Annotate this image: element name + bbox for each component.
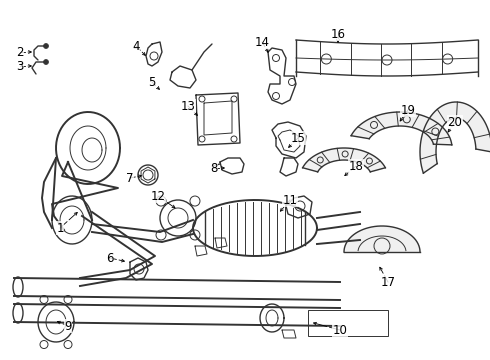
Text: 12: 12 [150, 189, 166, 202]
Text: 19: 19 [400, 104, 416, 117]
Text: 20: 20 [447, 116, 463, 129]
Text: 15: 15 [291, 131, 305, 144]
Polygon shape [303, 148, 385, 172]
Text: 10: 10 [333, 324, 347, 337]
Text: 5: 5 [148, 76, 156, 89]
Circle shape [44, 59, 49, 64]
Text: 16: 16 [330, 27, 345, 40]
Text: 1: 1 [56, 221, 64, 234]
Polygon shape [351, 112, 452, 145]
Text: 8: 8 [210, 162, 218, 175]
Text: 18: 18 [348, 159, 364, 172]
Text: 14: 14 [254, 36, 270, 49]
Bar [308, 310, 388, 336]
Polygon shape [420, 102, 490, 173]
Text: 4: 4 [132, 40, 140, 53]
Text: 2: 2 [16, 45, 24, 58]
Text: 9: 9 [64, 320, 72, 333]
Text: 6: 6 [106, 252, 114, 265]
Text: 7: 7 [126, 171, 134, 184]
Text: 13: 13 [180, 99, 196, 112]
Circle shape [44, 44, 49, 49]
Polygon shape [344, 226, 420, 252]
Text: 17: 17 [381, 275, 395, 288]
Text: 3: 3 [16, 59, 24, 72]
Text: 11: 11 [283, 194, 297, 207]
